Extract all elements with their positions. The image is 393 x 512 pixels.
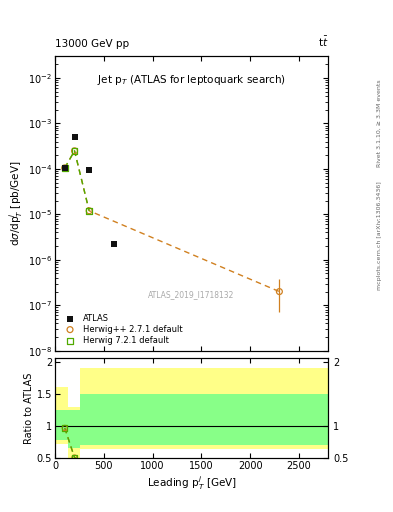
Herwig 7.2.1 default [62,164,68,172]
Herwig 7.2.1 default [72,147,78,155]
Point [72,454,78,462]
ATLAS [72,133,78,141]
Herwig++ 2.7.1 default [86,207,92,215]
Point [72,454,78,462]
Herwig 7.2.1 default [86,207,92,215]
X-axis label: Leading p$_T^j$ [GeV]: Leading p$_T^j$ [GeV] [147,474,237,492]
ATLAS [62,164,68,172]
ATLAS [86,166,92,174]
Point [86,459,92,467]
Text: 13000 GeV pp: 13000 GeV pp [55,38,129,49]
Legend: ATLAS, Herwig++ 2.7.1 default, Herwig 7.2.1 default: ATLAS, Herwig++ 2.7.1 default, Herwig 7.… [59,312,185,347]
Point [62,424,68,432]
Text: Rivet 3.1.10, ≥ 3.3M events: Rivet 3.1.10, ≥ 3.3M events [377,79,382,167]
Point [86,459,92,467]
Herwig++ 2.7.1 default [276,288,283,296]
Text: mcplots.cern.ch [arXiv:1306.3436]: mcplots.cern.ch [arXiv:1306.3436] [377,181,382,290]
Text: t$\bar{t}$: t$\bar{t}$ [318,34,328,49]
Y-axis label: d$\sigma$/dp$_T^j$ [pb/GeV]: d$\sigma$/dp$_T^j$ [pb/GeV] [7,161,25,246]
Y-axis label: Ratio to ATLAS: Ratio to ATLAS [24,373,34,444]
Point [62,424,68,432]
Text: ATLAS_2019_I1718132: ATLAS_2019_I1718132 [149,290,235,300]
Herwig++ 2.7.1 default [62,164,68,172]
ATLAS [110,240,117,248]
Text: Jet p$_T$ (ATLAS for leptoquark search): Jet p$_T$ (ATLAS for leptoquark search) [97,73,286,87]
Herwig++ 2.7.1 default [72,147,78,155]
